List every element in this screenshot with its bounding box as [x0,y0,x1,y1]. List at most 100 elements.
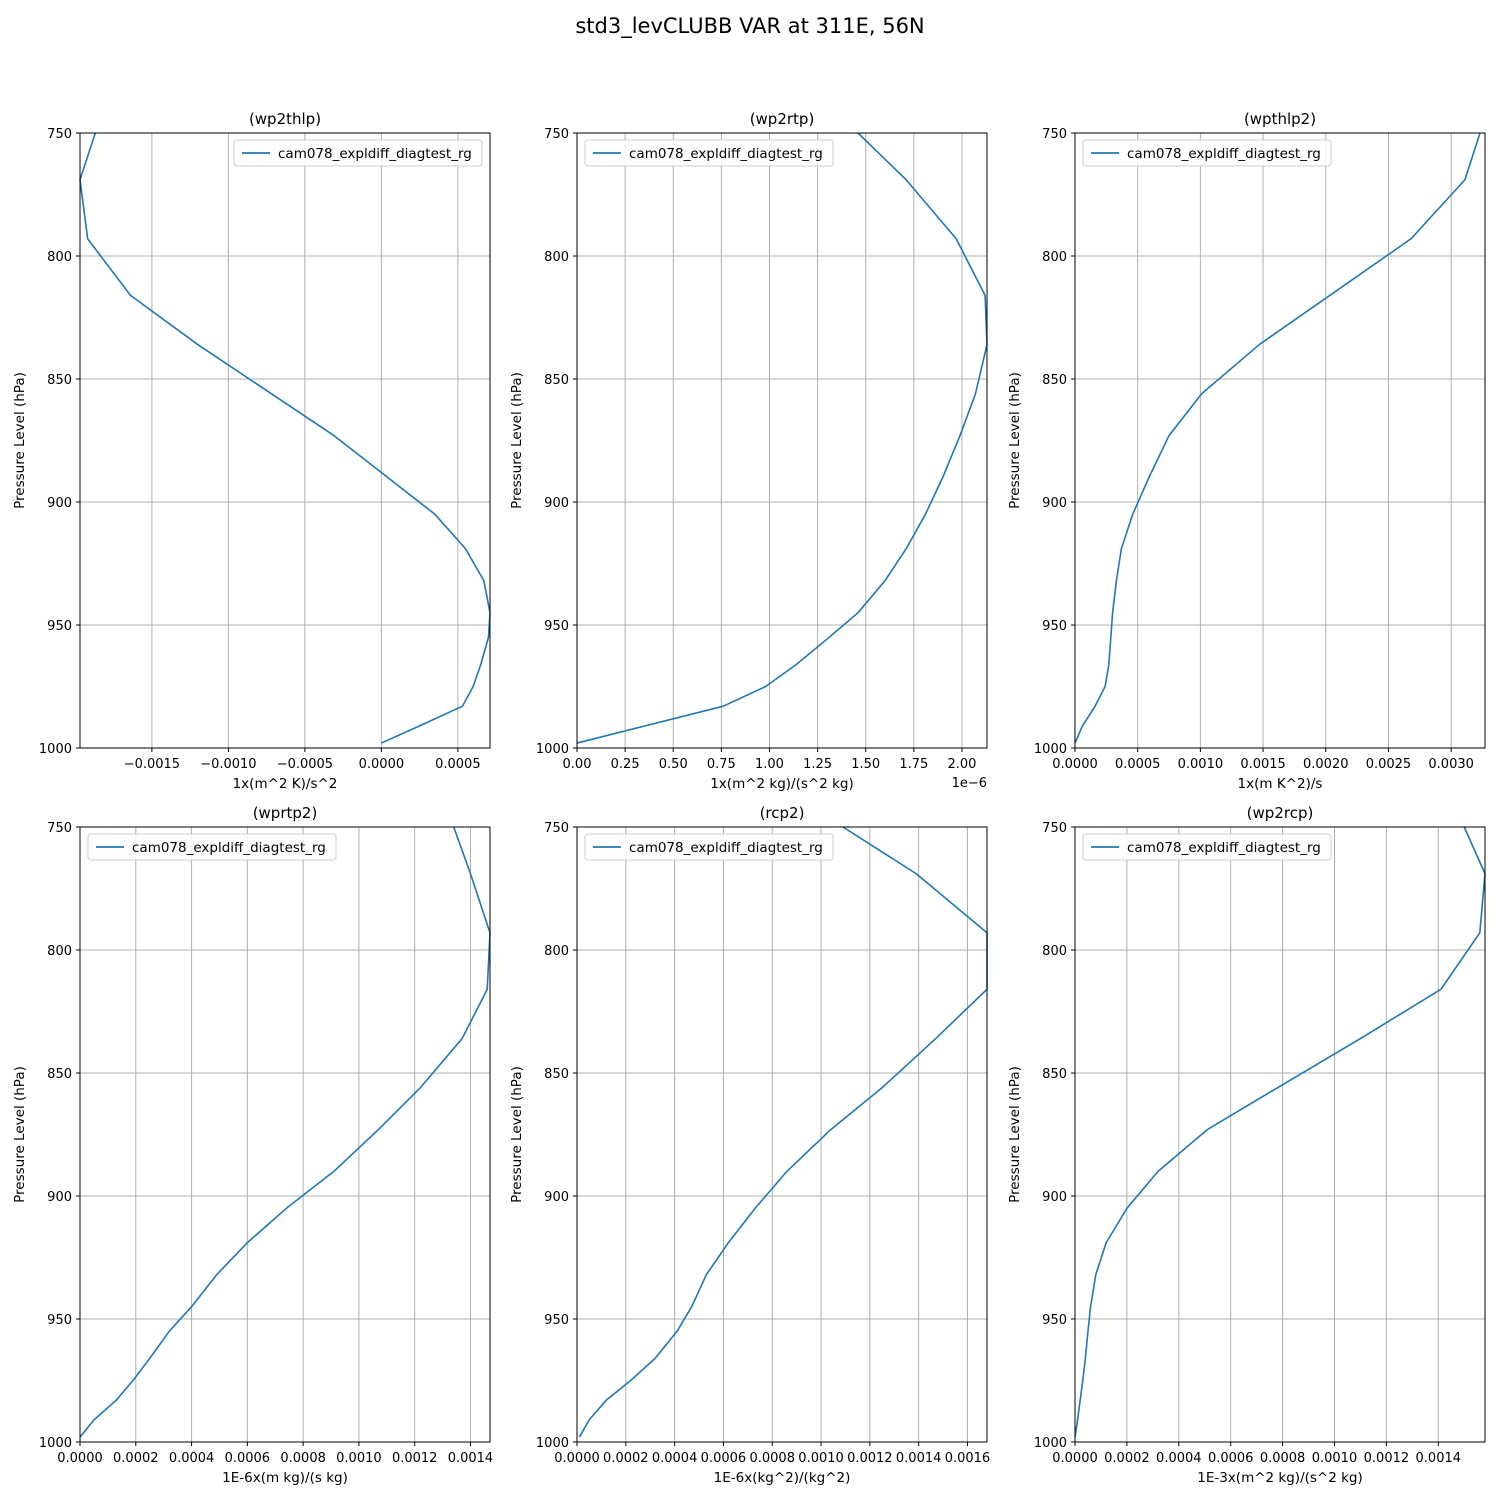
y-tick-label: 750 [544,821,569,836]
y-tick-label: 1000 [1034,742,1067,757]
y-tick-label: 900 [544,1190,569,1205]
series-line [578,826,988,1438]
x-tick-label: 0.0000 [359,757,405,772]
x-tick-label: 0.0006 [225,1451,271,1466]
x-tick-label: 0.0000 [1052,757,1098,772]
x-tick-label: 0.0012 [1364,1451,1410,1466]
y-axis-label: Pressure Level (hPa) [12,372,28,509]
subplot-title: (wp2rtp) [750,110,815,128]
x-tick-label: −0.0010 [200,757,256,772]
x-tick-label: 0.0004 [169,1451,215,1466]
figure-title: std3_levCLUBB VAR at 311E, 56N [575,14,925,38]
y-tick-label: 900 [47,1190,72,1205]
x-tick-label: 0.0010 [798,1451,844,1466]
y-axis-label: Pressure Level (hPa) [12,1066,28,1203]
x-tick-label: 0.0010 [1312,1451,1358,1466]
y-tick-label: 750 [1042,821,1067,836]
subplot-title: (wpthlp2) [1244,110,1316,128]
x-tick-label: 0.0000 [1052,1451,1098,1466]
x-tick-label: 0.0016 [945,1451,991,1466]
x-axis-label: 1E-6x(kg^2)/(kg^2) [714,1470,851,1486]
plot-frame [576,132,988,749]
x-tick-label: 0.0002 [1104,1451,1150,1466]
x-tick-label: 0.0012 [847,1451,893,1466]
y-axis-label: Pressure Level (hPa) [1007,372,1023,509]
x-tick-label: 0.0008 [280,1451,326,1466]
subplot-title: (wp2thlp) [249,110,321,128]
x-tick-label: 0.0002 [603,1451,649,1466]
x-tick-label: 1.00 [755,757,784,772]
x-axis-label: 1x(m^2 kg)/(s^2 kg) [710,776,854,792]
y-tick-label: 900 [47,496,72,511]
legend-box [233,139,483,167]
x-tick-label: 0.0025 [1366,757,1412,772]
legend-box [584,833,834,861]
plot-frame [1074,826,1486,1443]
y-tick-label: 900 [1042,1190,1067,1205]
plot-frame [576,826,988,1443]
panel-wpthlp2: 0.0000 0.0005 0.0010 0.0015 0.0020 0.0025 0.00… [1007,110,1486,792]
y-axis-label: Pressure Level (hPa) [1007,1066,1023,1203]
x-tick-label: 0.0012 [392,1451,438,1466]
y-tick-label: 850 [47,373,72,388]
x-tick-label: 0.0006 [1208,1451,1254,1466]
y-tick-label: 1000 [1034,1436,1067,1451]
legend: cam078_expldiff_diagtest_rg [233,139,483,167]
y-tick-label: 750 [544,127,569,142]
legend-box [1082,139,1332,167]
y-tick-label: 1000 [536,742,569,757]
y-tick-label: 850 [544,1067,569,1082]
y-axis-label: Pressure Level (hPa) [509,1066,525,1203]
y-tick-label: 950 [544,619,569,634]
panel-wp2rtp: 0.00 0.25 0.50 0.75 1.00 1.25 1.50 1.75 2.00 750 8… [509,110,988,792]
y-tick-label: 950 [1042,619,1067,634]
x-axis-label: 1x(m^2 K)/s^2 [233,776,338,792]
panel-wp2thlp: −0.0015 −0.0010 −0.0005 0.0000 0.0005 750 800 8… [12,110,491,792]
subplot-title: (wprtp2) [253,804,318,822]
y-tick-label: 1000 [39,1436,72,1451]
x-tick-label: 0.0005 [435,757,481,772]
y-tick-label: 800 [544,250,569,265]
x-tick-label: 0.0000 [57,1451,103,1466]
legend: cam078_expldiff_diagtest_rg [584,139,834,167]
series-line [1074,132,1481,744]
y-tick-label: 950 [47,619,72,634]
legend-box [1082,833,1332,861]
legend: cam078_expldiff_diagtest_rg [87,833,337,861]
subplot-title: (rcp2) [760,804,805,822]
x-tick-label: −0.0015 [124,757,180,772]
x-offset-text: 1e−6 [952,776,987,791]
x-tick-label: 0.0004 [652,1451,698,1466]
x-tick-label: 1.50 [851,757,880,772]
plot-frame [1074,132,1486,749]
legend-box [584,139,834,167]
y-tick-label: 850 [1042,1067,1067,1082]
y-tick-label: 1000 [536,1436,569,1451]
x-axis-label: 1x(m K^2)/s [1238,776,1323,792]
legend: cam078_expldiff_diagtest_rg [1082,139,1332,167]
x-tick-label: 0.0010 [336,1451,382,1466]
y-tick-label: 800 [1042,250,1067,265]
x-tick-label: 0.0015 [1240,757,1286,772]
x-axis-label: 1E-6x(m kg)/(s kg) [222,1470,348,1486]
x-tick-label: −0.0005 [277,757,333,772]
y-tick-label: 950 [1042,1313,1067,1328]
panel-rcp2: 0.0000 0.0002 0.0004 0.0006 0.0008 0.0010 0.00… [509,804,990,1486]
x-tick-label: 0.0006 [701,1451,747,1466]
x-tick-label: 1.75 [899,757,928,772]
panel-wprtp2: 0.0000 0.0002 0.0004 0.0006 0.0008 0.0010 0.00… [12,804,493,1486]
x-tick-label: 1.25 [803,757,832,772]
x-tick-label: 0.50 [659,757,688,772]
x-tick-label: 0.0008 [1260,1451,1306,1466]
y-tick-label: 800 [47,944,72,959]
legend-label: cam078_expldiff_diagtest_rg [278,146,472,162]
legend-label: cam078_expldiff_diagtest_rg [629,840,823,856]
series-line [79,132,491,744]
legend-label: cam078_expldiff_diagtest_rg [1127,146,1321,162]
x-tick-label: 0.0030 [1428,757,1474,772]
x-tick-label: 0.0010 [1178,757,1224,772]
x-tick-label: 0.0002 [113,1451,159,1466]
legend-label: cam078_expldiff_diagtest_rg [132,840,326,856]
legend-label: cam078_expldiff_diagtest_rg [1127,840,1321,856]
